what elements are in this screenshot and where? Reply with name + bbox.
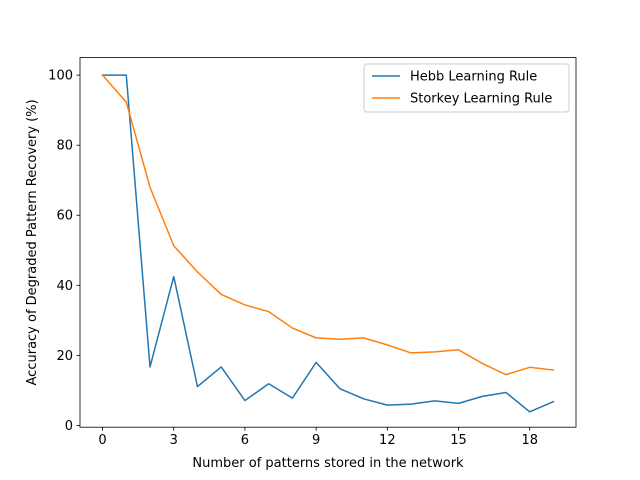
legend-label-storkey: Storkey Learning Rule — [410, 92, 552, 107]
legend: Hebb Learning Rule Storkey Learning Rule — [363, 63, 570, 113]
series-line-0 — [101, 74, 555, 413]
y-tick-label: 40 — [56, 279, 73, 294]
x-tick-label: 15 — [450, 433, 467, 448]
series-layer — [101, 74, 555, 413]
y-tick-label: 0 — [65, 419, 73, 434]
series-line-1 — [101, 74, 555, 376]
y-tick-label: 20 — [56, 349, 73, 364]
x-tick-label: 9 — [312, 433, 320, 448]
x-tick-label: 12 — [379, 433, 396, 448]
legend-box — [363, 63, 570, 113]
x-tick-label: 18 — [521, 433, 538, 448]
y-tick-label: 80 — [56, 139, 73, 154]
x-axis-label: Number of patterns stored in the network — [192, 456, 464, 471]
y-axis-label: Accuracy of Degraded Pattern Recovery (%… — [25, 99, 40, 385]
y-tick-label: 60 — [56, 209, 73, 224]
x-tick-label: 0 — [98, 433, 106, 448]
plot-frame — [79, 57, 577, 428]
tick-layer: 0 3 6 9 12 15 18 0 20 40 60 80 100 — [48, 69, 538, 449]
legend-label-hebb: Hebb Learning Rule — [410, 70, 537, 85]
y-tick-label: 100 — [48, 69, 73, 84]
x-tick-label: 6 — [241, 433, 249, 448]
x-tick-label: 3 — [170, 433, 178, 448]
